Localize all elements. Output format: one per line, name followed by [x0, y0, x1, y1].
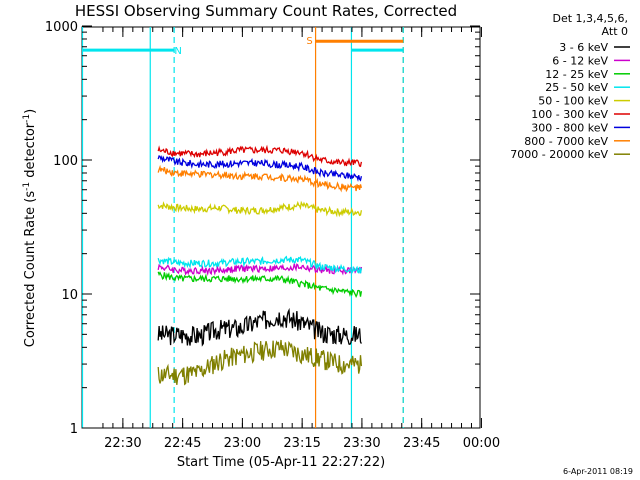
series-line — [157, 164, 363, 193]
series-line — [157, 339, 363, 386]
x-tick-label: 00:00 — [463, 436, 500, 451]
legend-label: 25 - 50 keV — [545, 81, 608, 94]
legend-header-line1: Det 1,3,4,5,6, — [552, 12, 628, 25]
legend-label: 50 - 100 keV — [538, 95, 608, 108]
state-bars: NS — [82, 36, 404, 57]
x-tick-label: 23:15 — [283, 436, 320, 451]
series-line — [157, 155, 363, 182]
state-bar-label: S — [306, 36, 312, 47]
x-axis-label: Start Time (05-Apr-11 22:27:22) — [177, 455, 385, 470]
x-tick-label: 23:00 — [224, 436, 261, 451]
vertical-markers — [81, 27, 404, 428]
legend-label: 300 - 800 keV — [531, 121, 608, 134]
y-axis-ticks: 1 10 100 1000 — [45, 20, 480, 437]
series-line — [157, 200, 363, 218]
plot-frame — [81, 26, 481, 429]
y-tick-label: 1000 — [45, 20, 78, 35]
state-bar-label: N — [174, 46, 181, 57]
series-line — [157, 255, 363, 275]
x-tick-label: 22:30 — [104, 436, 141, 451]
chart-title: HESSI Observing Summary Count Rates, Cor… — [75, 2, 457, 20]
series-line — [157, 271, 363, 298]
y-axis-label: Corrected Count Rate (s-1 detector-1) — [22, 109, 38, 347]
x-axis-ticks: 22:30 22:45 23:00 23:15 23:30 23:45 00:00 — [102, 27, 500, 451]
footer-timestamp: 6-Apr-2011 08:19 — [563, 467, 633, 476]
legend-label: 12 - 25 keV — [545, 68, 608, 81]
x-tick-label: 22:45 — [164, 436, 201, 451]
y-tick-label: 1 — [70, 422, 78, 437]
x-tick-label: 23:45 — [403, 436, 440, 451]
legend-header-line2: Att 0 — [602, 25, 628, 38]
legend-label: 6 - 12 keV — [552, 54, 608, 67]
x-tick-label: 23:30 — [343, 436, 380, 451]
y-tick-label: 100 — [53, 154, 78, 169]
legend-label: 7000 - 20000 keV — [510, 148, 608, 161]
legend-label: 100 - 300 keV — [531, 108, 608, 121]
series-line — [157, 307, 362, 347]
series-line — [157, 144, 363, 168]
series-lines — [157, 144, 363, 386]
legend-label: 800 - 7000 keV — [524, 135, 608, 148]
series-line — [157, 263, 363, 277]
y-tick-label: 10 — [61, 288, 78, 303]
legend-label: 3 - 6 keV — [559, 41, 608, 54]
